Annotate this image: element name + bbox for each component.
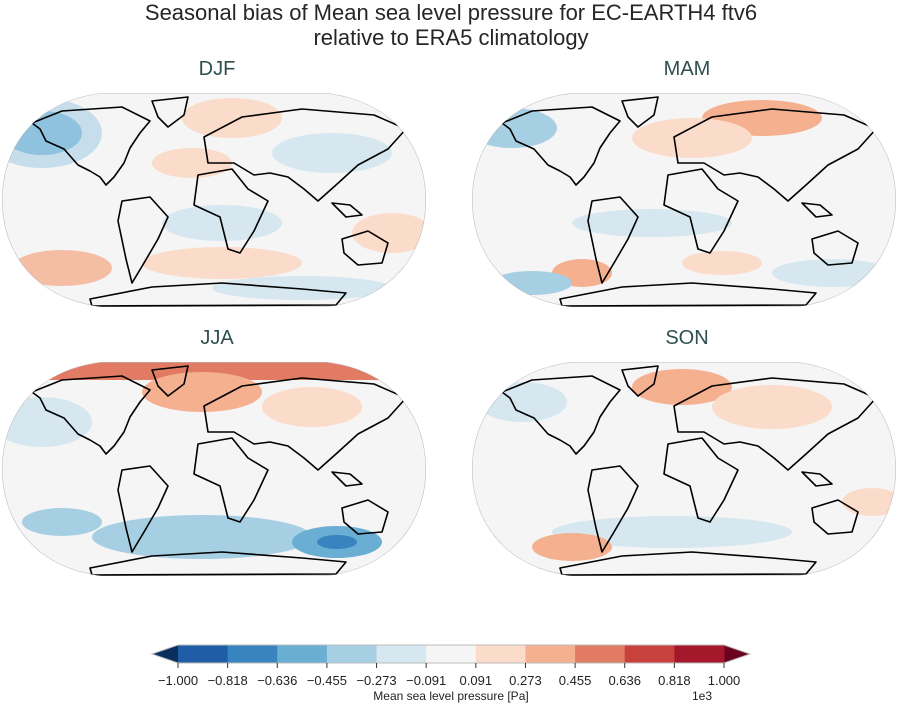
panel-title-djf: DJF: [198, 58, 236, 80]
panel-title-mam: MAM: [663, 58, 711, 80]
colorbar-tick-label: 0.091: [459, 673, 493, 688]
colorbar-tick-label: −0.455: [306, 673, 347, 688]
colorbar-offset-label: 1e3: [692, 689, 713, 703]
colorbar-segment: [376, 645, 427, 663]
colorbar-segment: [624, 645, 675, 663]
colorbar-tick-label: 0.455: [558, 673, 592, 688]
colorbar-tick-label: 0.818: [658, 673, 691, 688]
map-djf: [2, 93, 426, 307]
colorbar-label: Mean sea level pressure [Pa]: [373, 689, 529, 703]
panel-title-son: SON: [665, 327, 709, 349]
colorbar-segment: [674, 645, 725, 663]
colorbar: [150, 644, 752, 668]
colorbar-segment: [525, 645, 576, 663]
colorbar-tick-label: 0.273: [509, 673, 542, 688]
colorbar-segment: [277, 645, 328, 663]
colorbar-tick-label: −0.091: [406, 673, 447, 688]
figure-title-line2: relative to ERA5 climatology: [313, 25, 589, 50]
colorbar-tick-label: −0.636: [257, 673, 298, 688]
colorbar-segment: [326, 645, 378, 663]
colorbar-segment: [426, 645, 477, 663]
colorbar-tick-label: 1.000: [707, 673, 741, 688]
colorbar-tick-label: −1.000: [157, 673, 199, 688]
colorbar-tick-label: 0.636: [608, 673, 641, 688]
colorbar-segment: [178, 645, 229, 663]
colorbar-segment: [227, 645, 278, 663]
map-mam: [472, 93, 896, 307]
colorbar-segment: [475, 645, 526, 663]
panel-title-jja: JJA: [200, 327, 234, 349]
map-son: [472, 362, 896, 576]
map-jja: [2, 362, 426, 576]
figure-title-line1: Seasonal bias of Mean sea level pressure…: [144, 0, 758, 25]
colorbar-tick-label: −0.818: [207, 673, 248, 688]
colorbar-under-arrow: [152, 645, 178, 663]
colorbar-over-arrow: [724, 645, 750, 663]
colorbar-segment: [575, 645, 626, 663]
colorbar-tick-label: −0.273: [356, 673, 397, 688]
